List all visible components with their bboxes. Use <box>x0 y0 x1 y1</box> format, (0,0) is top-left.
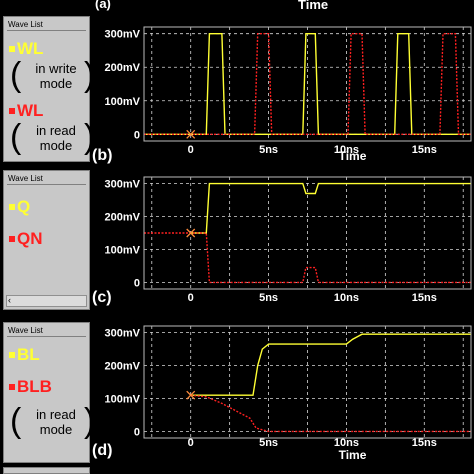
signal-mode-text: in read mode <box>36 407 76 437</box>
scroll-left-icon[interactable]: ‹ <box>8 295 11 305</box>
y-tick-label: 200mV <box>105 361 141 373</box>
close-paren: ) <box>84 56 96 94</box>
waveform-plot-b: 0 100mV 200mV 300mV 0 5ns 10ns 15ns Time (b) <box>92 26 472 164</box>
signal-swatch <box>9 352 15 358</box>
signal-name: BLB <box>17 377 52 396</box>
wave-list-title: Wave List <box>8 174 43 183</box>
signal-blb[interactable]: BLB <box>9 377 52 397</box>
open-paren: ( <box>10 56 22 94</box>
x-tick-label: 15ns <box>412 292 437 304</box>
y-tick-label: 100mV <box>105 96 141 108</box>
series-line-wl <box>144 33 471 136</box>
panel-b: Wave List WL ( in write mode ) WL ( in r… <box>0 14 474 164</box>
signal-mode-read: ( in read mode ) <box>10 402 95 441</box>
x-tick-label: 10ns <box>334 437 359 449</box>
wave-list-scrollbar[interactable]: ‹ <box>6 295 87 307</box>
wave-list-panel-e <box>3 467 90 474</box>
signal-qn[interactable]: QN <box>9 229 43 249</box>
open-paren: ( <box>10 118 22 156</box>
waveform-plot-c: 0 100mV 200mV 300mV 0 5ns 10ns 15ns (c) <box>92 176 472 306</box>
y-tick-label: 0 <box>134 129 140 141</box>
panel-letter: (b) <box>92 147 112 164</box>
x-tick-label: 0 <box>188 144 194 156</box>
signal-swatch <box>9 236 15 242</box>
signal-q[interactable]: Q <box>9 197 30 217</box>
wave-list-panel-d: Wave List BL BLB ( in read mode ) <box>3 322 95 463</box>
y-tick-label: 200mV <box>105 212 141 224</box>
y-tick-label: 100mV <box>105 393 141 405</box>
signal-mode-write: ( in write mode ) <box>10 56 95 95</box>
x-tick-label: 0 <box>188 437 194 449</box>
x-axis-label: Time <box>339 448 367 462</box>
panel-c: Wave List Q QN ‹ 0 100mV 200mV 300mV 0 5ns 10n… <box>0 164 474 316</box>
panel-letter-a: (a) <box>95 0 111 11</box>
signal-name: WL <box>17 39 44 58</box>
signal-mode-text: in read mode <box>36 123 76 153</box>
series-line-wl <box>144 33 471 136</box>
plot-frame <box>143 176 472 290</box>
series-line-qn <box>144 232 471 284</box>
x-tick-label: 10ns <box>334 292 359 304</box>
bottom-strip <box>0 465 474 474</box>
series-line-q <box>190 182 471 234</box>
signal-mode-text: in write mode <box>35 61 77 91</box>
signal-mode-read: ( in read mode ) <box>10 118 95 157</box>
signal-swatch <box>9 384 15 390</box>
signal-name: Q <box>17 197 31 216</box>
wave-list-panel-b: Wave List WL ( in write mode ) WL ( in r… <box>3 16 95 162</box>
plot-frame <box>143 325 472 439</box>
close-paren: ) <box>84 402 96 440</box>
signal-name: BL <box>17 345 40 364</box>
plot-frame <box>143 26 472 142</box>
waveform-plot-d: 0 100mV 200mV 300mV 0 5ns 10ns 15ns Time (d) <box>92 325 472 462</box>
x-tick-label: 10ns <box>334 144 359 156</box>
y-tick-label: 200mV <box>105 62 141 74</box>
wave-list-title: Wave List <box>8 20 43 29</box>
wave-list-title-rule <box>7 336 86 337</box>
signal-wl-read[interactable]: WL <box>9 101 43 121</box>
wave-list-title-rule <box>7 184 86 185</box>
signal-swatch <box>9 204 15 210</box>
y-tick-label: 0 <box>134 277 140 289</box>
x-tick-label: 5ns <box>259 437 278 449</box>
close-paren: ) <box>84 118 96 156</box>
x-tick-label: 0 <box>188 292 194 304</box>
signal-name: QN <box>17 229 43 248</box>
series-line-blb <box>190 394 471 433</box>
cursor-marker <box>186 129 196 139</box>
x-axis-label: Time <box>339 149 367 163</box>
signal-swatch <box>9 108 15 114</box>
cursor-marker <box>186 390 196 400</box>
y-tick-label: 300mV <box>105 328 141 340</box>
x-tick-label: 15ns <box>412 437 437 449</box>
wave-list-title: Wave List <box>8 326 43 335</box>
y-tick-label: 300mV <box>105 29 141 41</box>
signal-wl-write[interactable]: WL <box>9 39 43 59</box>
x-tick-label: 15ns <box>412 144 437 156</box>
top-xlabel: Time <box>298 0 329 12</box>
signal-bl[interactable]: BL <box>9 345 40 365</box>
open-paren: ( <box>10 402 22 440</box>
wave-list-title-rule <box>7 30 86 31</box>
cursor-marker <box>186 228 196 238</box>
panel-letter: (d) <box>92 442 112 459</box>
signal-name: WL <box>17 101 44 120</box>
y-tick-label: 100mV <box>105 244 141 256</box>
x-tick-label: 5ns <box>259 144 278 156</box>
signal-swatch <box>9 46 15 52</box>
wave-list-panel-c: Wave List Q QN ‹ <box>3 170 90 310</box>
series-line-bl <box>190 333 471 396</box>
panel-d: Wave List BL BLB ( in read mode ) 0 100mV… <box>0 316 474 465</box>
y-tick-label: 300mV <box>105 179 141 191</box>
y-tick-label: 0 <box>134 426 140 438</box>
x-tick-label: 5ns <box>259 292 278 304</box>
panel-letter: (c) <box>92 289 112 306</box>
top-strip: (a) Time <box>0 0 474 14</box>
